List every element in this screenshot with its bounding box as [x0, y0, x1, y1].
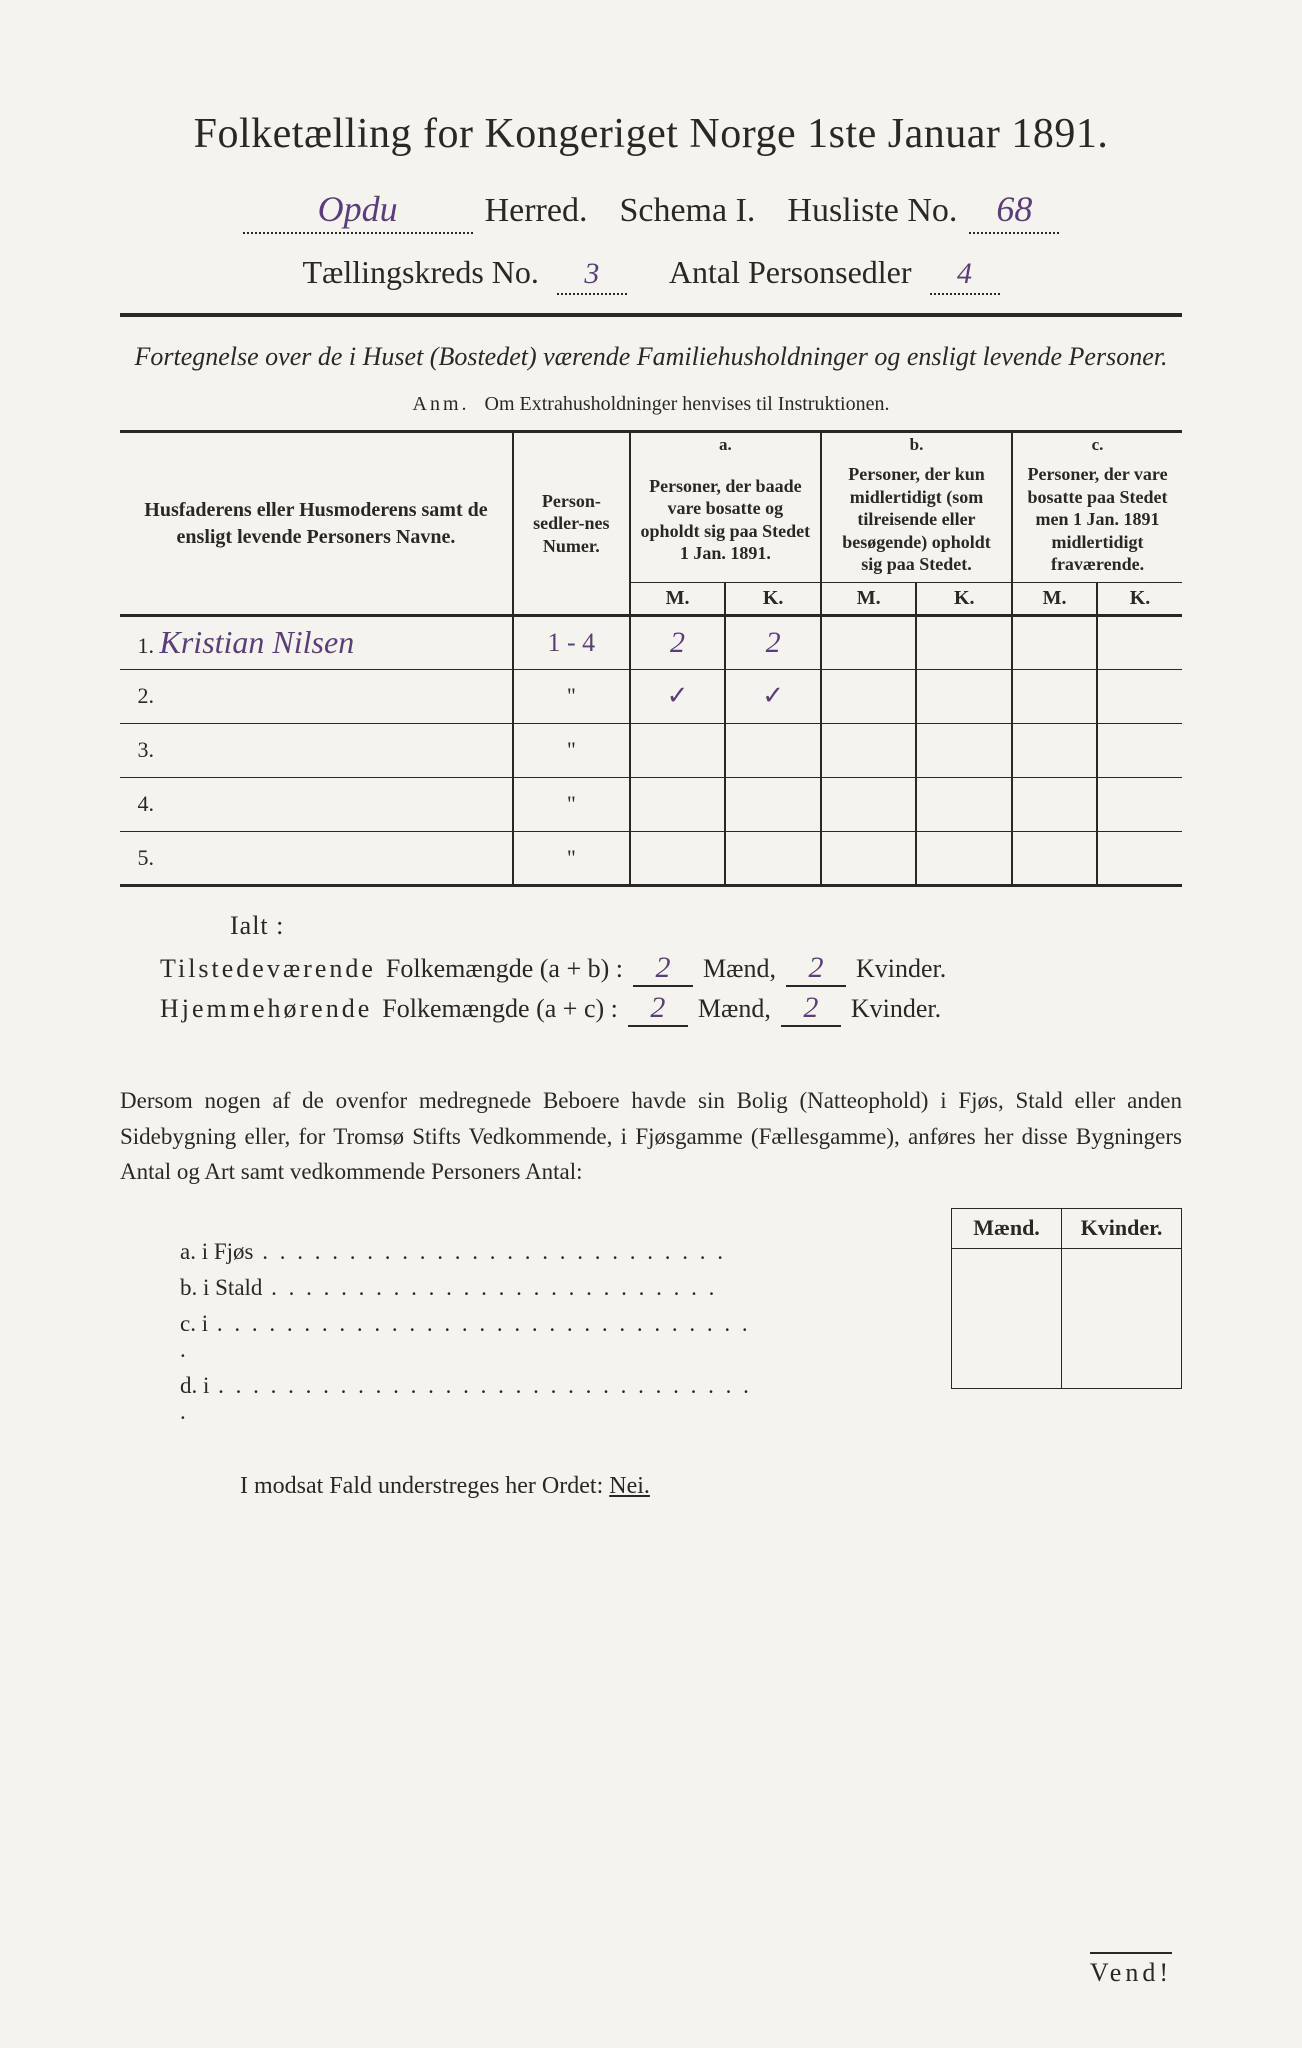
anm-text: Om Extrahusholdninger henvises til Instr…: [485, 393, 890, 415]
col-c-header: Personer, der vare bosatte paa Stedet me…: [1012, 457, 1182, 582]
col-ak: K.: [725, 582, 821, 615]
nei-line: I modsat Fald understreges her Ordet: Ne…: [240, 1473, 1182, 1500]
header-line-3: Tællingskreds No. 3 Antal Personsedler 4: [120, 254, 1182, 295]
abcd-list: a. i Fjøs . . . . . . . . . . . . . . . …: [120, 1239, 757, 1425]
total-resident: Hjemmehørende Folkemængde (a + c) : 2 Mæ…: [160, 991, 1182, 1027]
abcd-c: c. i . . . . . . . . . . . . . . . . . .…: [180, 1311, 757, 1363]
row-ditto: ": [567, 683, 576, 708]
husliste-value: 68: [996, 189, 1032, 229]
col-name-header: Husfaderens eller Husmoderens samt de en…: [120, 432, 513, 616]
col-bm: M.: [821, 582, 917, 615]
census-table: Husfaderens eller Husmoderens samt de en…: [120, 430, 1182, 887]
kreds-value: 3: [584, 257, 599, 290]
col-am: M.: [630, 582, 726, 615]
row-name: Kristian Nilsen: [160, 624, 355, 660]
herred-value: Opdu: [318, 189, 398, 229]
nei-word: Nei.: [609, 1473, 650, 1499]
husliste-label: Husliste No.: [787, 192, 957, 230]
header-line-2: Opdu Herred. Schema I. Husliste No. 68: [120, 188, 1182, 234]
col-num-header: Person-sedler-nes Numer.: [513, 432, 630, 616]
cell-am: 2: [670, 626, 685, 659]
antal-label: Antal Personsedler: [669, 254, 912, 291]
col-a-header: Personer, der baade vare bosatte og opho…: [630, 457, 821, 582]
resident-mid: Folkemængde (a + c) :: [382, 994, 618, 1024]
row-number: 4.: [128, 791, 154, 817]
herred-label: Herred.: [485, 192, 588, 230]
kvinder-label: Kvinder.: [856, 954, 946, 984]
schema-label: Schema I.: [619, 192, 755, 230]
resident-k: 2: [803, 991, 818, 1024]
maend-label: Mænd,: [698, 994, 771, 1024]
ialt-label: Ialt :: [230, 911, 1182, 941]
row-ditto: ": [567, 845, 576, 870]
mk-maend: Mænd.: [952, 1208, 1062, 1248]
total-present: Tilstedeværende Folkemængde (a + b) : 2 …: [160, 951, 1182, 987]
table-row: 1. Kristian Nilsen 1 - 4 2 2: [120, 615, 1182, 669]
fjos-paragraph: Dersom nogen af de ovenfor medregnede Be…: [120, 1083, 1182, 1190]
abcd-d: d. i . . . . . . . . . . . . . . . . . .…: [180, 1373, 757, 1425]
mk-table: Mænd. Kvinder.: [951, 1208, 1182, 1389]
present-k: 2: [808, 951, 823, 984]
row-number: 1.: [128, 633, 154, 659]
row-ditto: ": [567, 791, 576, 816]
divider: [120, 313, 1182, 317]
table-row: 2. " ✓ ✓: [120, 669, 1182, 723]
anm-label: Anm.: [413, 393, 470, 415]
resident-label: Hjemmehørende: [160, 994, 372, 1024]
table-row: 5. ": [120, 831, 1182, 885]
cell-ak: ✓: [762, 681, 784, 710]
vend-label: Vend!: [1090, 1952, 1172, 1988]
cell-ak: 2: [766, 626, 781, 659]
kvinder-label: Kvinder.: [851, 994, 941, 1024]
cell-am: ✓: [667, 681, 689, 710]
abcd-a: a. i Fjøs . . . . . . . . . . . . . . . …: [180, 1239, 757, 1265]
present-mid: Folkemængde (a + b) :: [386, 954, 623, 984]
nei-pre: I modsat Fald understreges her Ordet:: [240, 1473, 609, 1499]
anm-line: Anm. Om Extrahusholdninger henvises til …: [120, 393, 1182, 416]
kreds-label: Tællingskreds No.: [302, 254, 538, 291]
table-row: 3. ": [120, 723, 1182, 777]
row-ditto: ": [567, 737, 576, 762]
subtitle: Fortegnelse over de i Huset (Bostedet) v…: [120, 339, 1182, 375]
maend-label: Mænd,: [703, 954, 776, 984]
col-bk: K.: [916, 582, 1012, 615]
present-label: Tilstedeværende: [160, 954, 376, 984]
antal-value: 4: [957, 257, 972, 290]
resident-m: 2: [650, 991, 665, 1024]
col-a-letter: a.: [630, 432, 821, 458]
col-cm: M.: [1012, 582, 1097, 615]
table-row: 4. ": [120, 777, 1182, 831]
mk-kvinder: Kvinder.: [1062, 1208, 1182, 1248]
row-number: 3.: [128, 737, 154, 763]
row-number: 2.: [128, 683, 154, 709]
col-c-letter: c.: [1012, 432, 1182, 458]
page-title: Folketælling for Kongeriget Norge 1ste J…: [120, 110, 1182, 158]
present-m: 2: [656, 951, 671, 984]
row-number: 5.: [128, 845, 154, 871]
col-b-letter: b.: [821, 432, 1012, 458]
col-ck: K.: [1097, 582, 1182, 615]
row-num-range: 1 - 4: [548, 628, 596, 657]
abcd-b: b. i Stald . . . . . . . . . . . . . . .…: [180, 1275, 757, 1301]
col-b-header: Personer, der kun midlertidigt (som tilr…: [821, 457, 1012, 582]
